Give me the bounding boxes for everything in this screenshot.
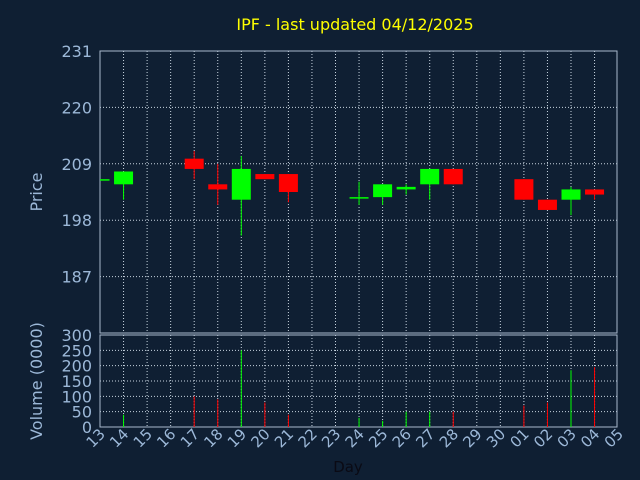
volume-panel-frame: [99, 334, 618, 428]
candle-body: [184, 158, 204, 169]
candle-body: [420, 168, 440, 185]
volume-axis-label: Volume (0000): [27, 322, 46, 440]
candle-body: [231, 168, 251, 200]
price-tick-label: 231: [61, 42, 92, 61]
price-tick-label: 198: [61, 211, 92, 230]
volume-tick-label: 250: [61, 341, 92, 360]
volume-tick-label: 150: [61, 372, 92, 391]
volume-tick-label: 200: [61, 357, 92, 376]
price-tick-label: 187: [61, 268, 92, 287]
candle-body: [373, 184, 393, 198]
x-axis-label: Day: [333, 458, 363, 476]
volume-tick-label: 0: [82, 418, 92, 437]
candles: [100, 150, 605, 236]
chart-title: IPF - last updated 04/12/2025: [236, 15, 473, 34]
candle-body: [514, 179, 534, 200]
candle-body: [278, 174, 298, 192]
candle-body: [396, 186, 416, 190]
volume-bars: [123, 350, 596, 427]
volume-tick-label: 300: [61, 326, 92, 345]
price-axis-label: Price: [27, 172, 46, 211]
candle-body: [537, 199, 557, 210]
candle-body: [561, 189, 581, 200]
candle-body: [208, 184, 228, 190]
x-axis: 1314151617181920212223242526272829300102…: [83, 425, 627, 451]
candle-body: [349, 197, 369, 199]
candle-body: [100, 179, 110, 181]
volume-tick-label: 50: [72, 403, 92, 422]
candle-body: [114, 171, 134, 185]
volume-tick-label: 100: [61, 387, 92, 406]
candle-body: [585, 189, 605, 195]
price-panel-frame: [99, 50, 618, 334]
candle-body: [255, 174, 275, 180]
price-axis: 231 220 209 198 187: [61, 42, 92, 287]
price-tick-label: 209: [61, 155, 92, 174]
price-tick-label: 220: [61, 98, 92, 117]
candle-body: [443, 168, 463, 185]
